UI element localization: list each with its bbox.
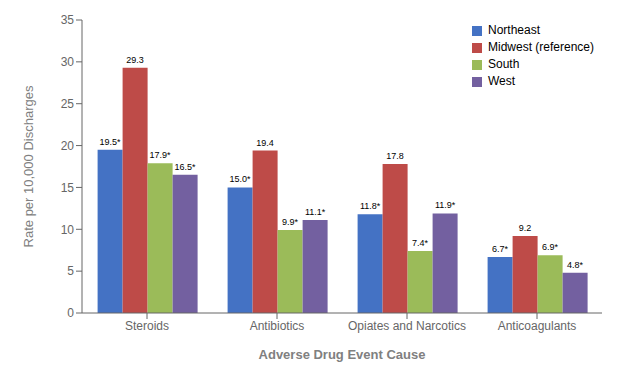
svg-text:9.2: 9.2 — [519, 223, 532, 233]
svg-text:17.8: 17.8 — [386, 151, 404, 161]
svg-text:11.8*: 11.8* — [360, 201, 381, 211]
svg-text:17.9*: 17.9* — [150, 150, 172, 160]
svg-text:30: 30 — [61, 55, 75, 69]
svg-text:7.4*: 7.4* — [412, 238, 429, 248]
svg-text:19.4: 19.4 — [256, 138, 274, 148]
svg-text:Steroids: Steroids — [125, 319, 169, 333]
svg-text:35: 35 — [61, 13, 75, 27]
svg-text:9.9*: 9.9* — [282, 217, 299, 227]
svg-text:19.5*: 19.5* — [100, 137, 122, 147]
html-text:South: South — [488, 57, 520, 71]
svg-text:29.3: 29.3 — [126, 55, 144, 65]
svg-text:20: 20 — [61, 139, 75, 153]
html-text:Midwest (reference): Midwest (reference) — [488, 40, 594, 54]
svg-text:11.1*: 11.1* — [305, 207, 326, 217]
svg-text:6.9*: 6.9* — [542, 242, 559, 252]
svg-text:16.5*: 16.5* — [175, 162, 197, 172]
svg-text:15.0*: 15.0* — [230, 174, 252, 184]
svg-text:25: 25 — [61, 97, 75, 111]
svg-text:15: 15 — [61, 181, 75, 195]
svg-text:6.7*: 6.7* — [492, 244, 509, 254]
svg-text:5: 5 — [67, 264, 74, 278]
html-text:Northeast: Northeast — [488, 23, 540, 37]
svg-text:11.9*: 11.9* — [435, 200, 456, 210]
svg-text:0: 0 — [67, 306, 74, 320]
svg-text:10: 10 — [61, 223, 75, 237]
svg-text:Opiates and Narcotics: Opiates and Narcotics — [348, 319, 466, 333]
svg-text:Anticoagulants: Anticoagulants — [498, 319, 577, 333]
svg-text:4.8*: 4.8* — [567, 260, 584, 270]
svg-text:Rate per 10,000 Discharges: Rate per 10,000 Discharges — [21, 85, 36, 247]
html-text:West: West — [488, 74, 516, 88]
svg-text:Antibiotics: Antibiotics — [250, 319, 305, 333]
svg-text:Adverse Drug Event Cause: Adverse Drug Event Cause — [259, 347, 426, 362]
